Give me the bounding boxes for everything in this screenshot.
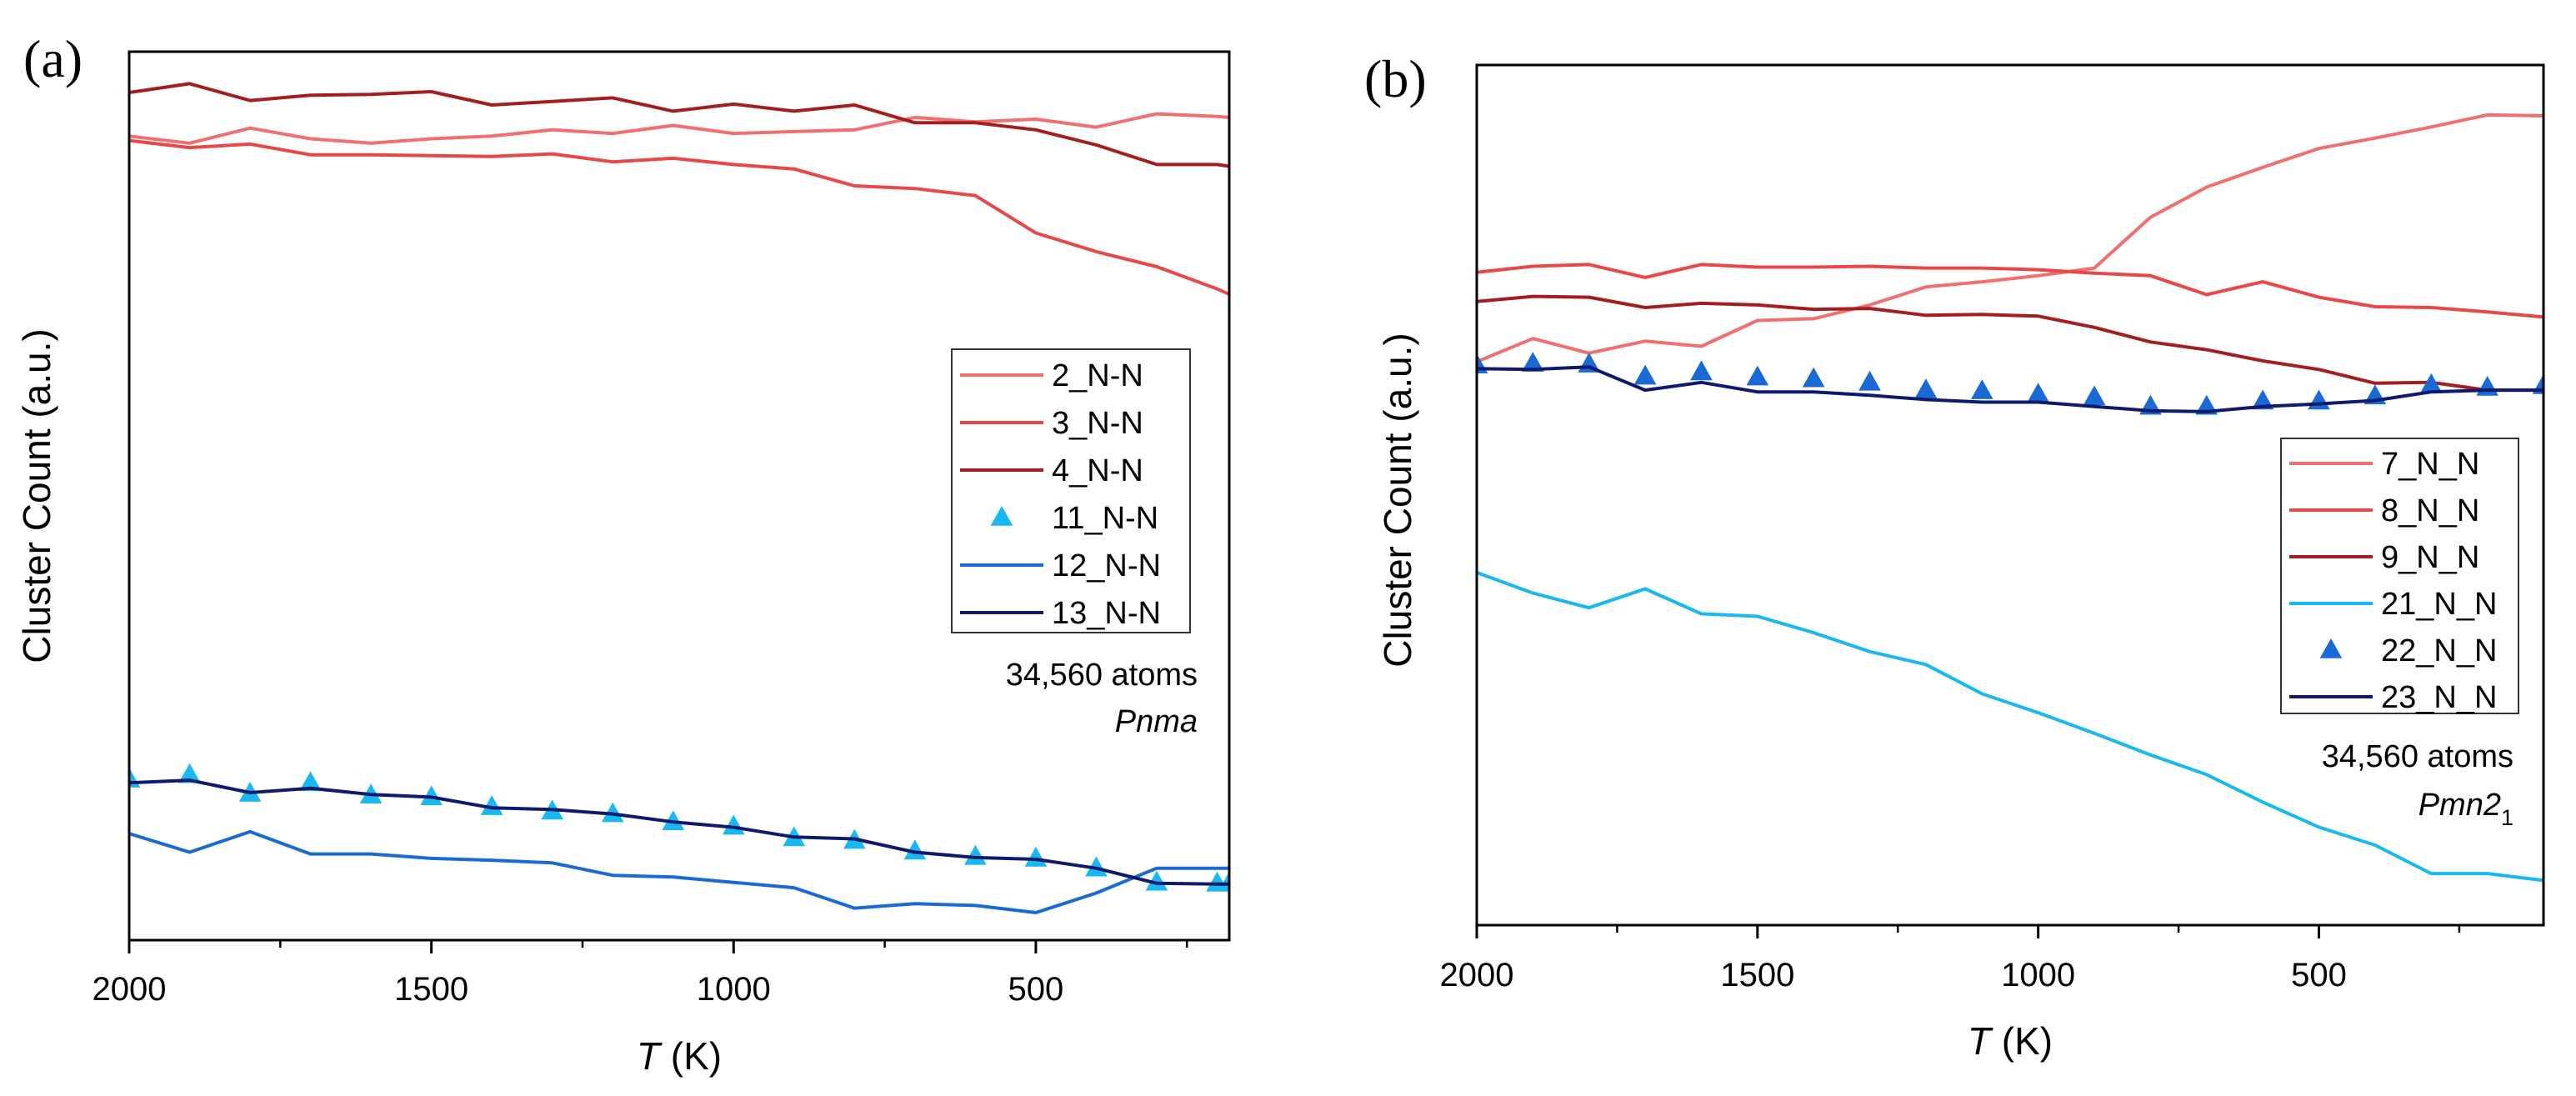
data-point-22-n-n: [2027, 383, 2049, 403]
legend-label: 4_N-N: [1052, 453, 1143, 488]
legend-label: 7_N_N: [2381, 447, 2479, 482]
panel-a: (a) 2000 1500 1000 500 T (K) Cluster Count (a.…: [15, 29, 1231, 1078]
series-line-7-n-n: [1477, 113, 2543, 363]
data-point-11-n-n: [601, 802, 624, 823]
legend-box: [2280, 438, 2519, 714]
data-point-22-n-n: [1690, 360, 1713, 381]
legend-swatch: [990, 506, 1013, 526]
data-point-11-n-n: [964, 844, 987, 865]
x-tick-label: 1500: [394, 971, 468, 1008]
panel-b: (b) 2000 1500 1000 500 T (K) Cluster Count (a.…: [1364, 49, 2545, 1063]
data-point-11-n-n: [662, 810, 685, 831]
data-point-22-n-n: [1971, 379, 1993, 399]
x-axis-variable: T: [1968, 1019, 1993, 1063]
data-point-11-n-n: [1145, 870, 1168, 891]
data-point-22-n-n: [1914, 378, 1938, 398]
x-tick-label: 1000: [2001, 957, 2075, 993]
plot-frame: [128, 50, 1231, 942]
data-point-11-n-n: [903, 839, 927, 860]
x-axis-unit: (K): [1991, 1019, 2053, 1063]
space-group-note: Pmn21: [2418, 788, 2513, 830]
x-axis-variable: T: [637, 1034, 663, 1078]
panel-label: (b): [1364, 49, 1427, 108]
x-tick-label: 500: [2291, 957, 2347, 993]
legend-box: [951, 348, 1191, 633]
legend-swatch: [2319, 638, 2343, 658]
data-point-22-n-n: [2251, 389, 2274, 410]
legend: 7_N_N 8_N_N 9_N_N 21_N_N 22_N_N 23_N_N: [2280, 438, 2519, 715]
series-line-2-n-n: [129, 112, 1229, 145]
data-point-22-n-n: [1858, 370, 1881, 391]
series-line-8-n-n: [1477, 263, 2543, 319]
space-group-note: Pnma: [1115, 704, 1198, 739]
series-line-3-n-n: [129, 138, 1229, 296]
series-line-23-n-n: [1477, 365, 2543, 413]
data-point-22-n-n: [1633, 364, 1657, 385]
data-point-11-n-n: [420, 785, 443, 806]
x-axis-unit: (K): [660, 1034, 722, 1078]
data-point-22-n-n: [2083, 385, 2106, 406]
legend-label: 22_N_N: [2381, 633, 2497, 668]
data-point-11-n-n: [480, 795, 503, 815]
series-group: [1477, 113, 2543, 883]
series-group: [129, 82, 1229, 914]
panel-label: (a): [23, 29, 83, 88]
space-group-symbol: Pmn2: [2418, 788, 2501, 823]
data-point-11-n-n: [178, 763, 201, 783]
atom-count-note: 34,560 atoms: [2322, 739, 2513, 774]
data-point-22-n-n: [1746, 365, 1769, 386]
legend-label: 13_N-N: [1052, 596, 1161, 631]
legend-label: 9_N_N: [2381, 540, 2479, 575]
x-axis-title: T (K): [637, 1034, 722, 1078]
space-group-subscript: 1: [2501, 805, 2513, 830]
x-axis-title: T (K): [1968, 1019, 2053, 1063]
data-point-22-n-n: [1802, 367, 1825, 388]
data-point-11-n-n: [299, 771, 322, 792]
legend-label: 11_N-N: [1052, 501, 1158, 536]
x-tick-label: 500: [1008, 971, 1064, 1008]
x-tick-label: 1500: [1720, 957, 1794, 993]
legend-label: 8_N_N: [2381, 493, 2479, 528]
series-line-4-n-n: [129, 82, 1229, 168]
data-point-11-n-n: [1085, 856, 1108, 877]
legend-label: 2_N-N: [1052, 358, 1143, 393]
plot-frame: [1475, 63, 2545, 927]
legend-label: 3_N-N: [1052, 406, 1143, 441]
space-group-symbol: Pnma: [1115, 704, 1198, 739]
data-point-11-n-n: [1218, 871, 1229, 892]
series-line-12-n-n: [129, 829, 1229, 914]
data-point-22-n-n: [1522, 352, 1544, 372]
legend-label: 21_N_N: [2381, 587, 2497, 622]
x-tick-label: 2000: [93, 971, 167, 1008]
legend-label: 23_N_N: [2381, 680, 2497, 715]
series-line-21-n-n: [1477, 571, 2543, 883]
x-tick-label: 1000: [697, 971, 771, 1008]
y-axis-title: Cluster Count (a.u.): [1376, 333, 1419, 667]
y-axis-title: Cluster Count (a.u.): [15, 328, 58, 663]
series-line-13-n-n: [129, 778, 1229, 886]
data-point-22-n-n: [2419, 373, 2443, 393]
legend-label: 12_N-N: [1052, 548, 1161, 583]
legend: 2_N-N 3_N-N 4_N-N 11_N-N 12_N-N 13_N-N: [951, 348, 1191, 633]
x-tick-label: 2000: [1440, 957, 1514, 993]
atom-count-note: 34,560 atoms: [1006, 658, 1198, 693]
series-line-9-n-n: [1477, 294, 2543, 393]
